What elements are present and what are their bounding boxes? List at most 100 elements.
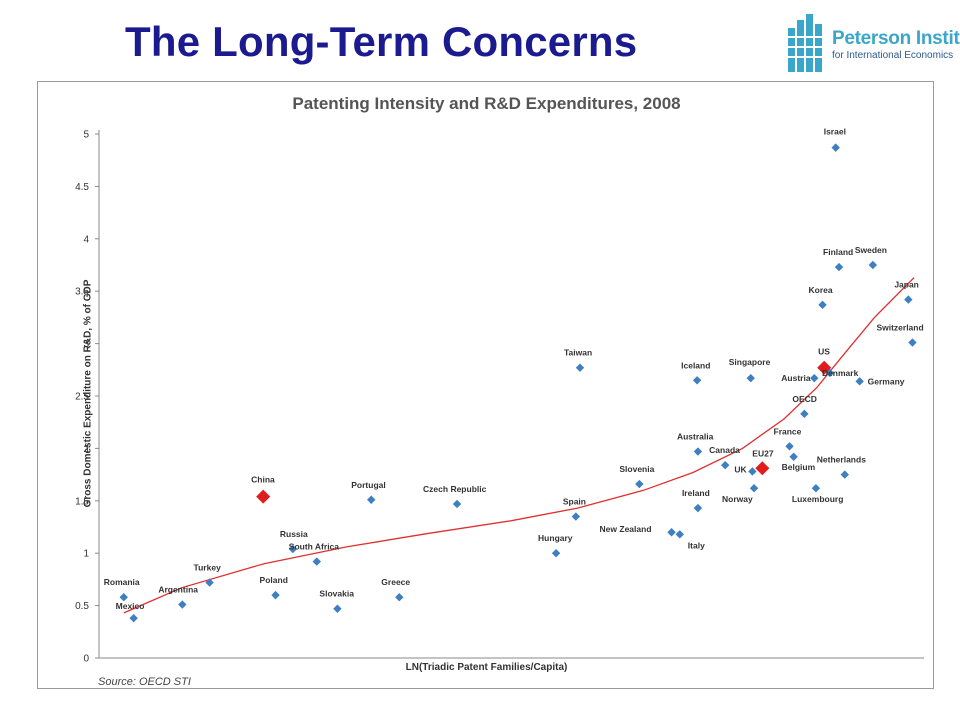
point-label-russia: Russia — [280, 529, 308, 539]
point-label-us: US — [818, 347, 830, 357]
point-label-new-zealand: New Zealand — [600, 524, 652, 534]
data-point-slovenia — [635, 479, 644, 489]
data-point-hungary — [551, 549, 561, 558]
point-label-turkey: Turkey — [194, 563, 222, 573]
point-label-portugal: Portugal — [351, 480, 385, 490]
logo-bars-icon — [788, 14, 822, 72]
scatter-plot: 0 0.5 1 1.5 2 2.5 3 3.5 4 4.5 5 Israel Finland Sweden… — [75, 127, 924, 665]
data-point-switzerland — [908, 338, 917, 347]
point-label-korea: Korea — [809, 285, 833, 295]
data-point-mexico — [129, 613, 138, 623]
point-label-luxembourg: Luxembourg — [792, 494, 843, 504]
logo-name: Peterson Institute — [832, 28, 960, 49]
x-axis-label: LN(Triadic Patent Families/Capita) — [405, 662, 568, 673]
data-point-argentina — [178, 600, 187, 609]
data-point-iceland — [692, 376, 702, 385]
data-point-italy — [675, 530, 684, 539]
data-point-australia — [693, 447, 703, 456]
point-label-finland: Finland — [823, 247, 853, 257]
data-point-singapore — [746, 373, 755, 383]
point-label-argentina: Argentina — [158, 585, 198, 595]
data-point-france — [785, 442, 794, 451]
point-label-uk: UK — [734, 464, 747, 474]
y-tick-label: 0 — [83, 654, 89, 665]
point-label-mexico: Mexico — [116, 601, 145, 611]
data-point-netherlands — [840, 470, 849, 479]
point-label-belgium: Belgium — [782, 462, 816, 472]
point-label-spain: Spain — [563, 497, 586, 507]
y-tick-label: 1 — [83, 549, 89, 560]
data-point-slovakia — [333, 604, 342, 613]
point-label-denmark: Denmark — [822, 368, 859, 378]
point-label-china: China — [251, 475, 275, 485]
point-label-greece: Greece — [381, 577, 410, 587]
data-point-oecd — [800, 409, 809, 419]
point-label-sweden: Sweden — [855, 245, 887, 255]
point-label-germany: Germany — [868, 376, 905, 386]
data-point-china — [256, 489, 271, 504]
peterson-institute-logo: Peterson Institute for International Eco… — [788, 14, 960, 74]
data-point-germany — [855, 377, 864, 386]
point-label-ireland: Ireland — [682, 488, 710, 498]
point-label-australia: Australia — [677, 432, 714, 442]
source-note: Source: OECD STI — [98, 676, 191, 688]
point-label-japan: Japan — [894, 280, 919, 290]
chart-frame: Patenting Intensity and R&D Expenditures… — [37, 81, 934, 689]
data-point-turkey — [205, 578, 214, 587]
data-point-taiwan — [575, 363, 585, 372]
data-point-uk — [748, 467, 757, 476]
point-label-netherlands: Netherlands — [817, 455, 866, 465]
y-tick-label: 2 — [83, 444, 89, 455]
data-point-canada — [720, 460, 730, 470]
point-label-singapore: Singapore — [729, 357, 771, 367]
data-point-ireland — [693, 503, 703, 513]
point-label-iceland: Iceland — [681, 360, 710, 370]
data-point-austria — [810, 373, 819, 383]
y-tick-label: 3.5 — [75, 287, 89, 298]
y-tick-label: 4 — [83, 234, 89, 245]
point-label-romania: Romania — [104, 577, 140, 587]
data-point-japan — [904, 295, 913, 304]
point-label-canada: Canada — [709, 445, 740, 455]
y-tick-label: 0.5 — [75, 601, 89, 612]
data-point-poland — [271, 590, 280, 600]
chart-title: Patenting Intensity and R&D Expenditures… — [292, 94, 681, 113]
data-point-new-zealand — [667, 528, 676, 537]
data-point-portugal — [367, 495, 376, 504]
data-point-sweden — [868, 260, 878, 270]
logo-subtitle: for International Economics — [832, 50, 954, 61]
data-point-korea — [818, 300, 827, 310]
slide-title: The Long-Term Concerns — [125, 18, 638, 65]
data-point-israel — [831, 143, 840, 152]
y-tick-label: 1.5 — [75, 496, 89, 507]
data-point-south-africa — [312, 557, 321, 566]
data-point-greece — [395, 593, 404, 602]
point-label-israel: Israel — [824, 127, 846, 137]
point-label-oecd: OECD — [792, 394, 817, 404]
y-tick-label: 4.5 — [75, 182, 89, 193]
data-point-denmark — [825, 368, 835, 378]
point-label-slovenia: Slovenia — [619, 464, 654, 474]
point-label-austria: Austria — [781, 373, 811, 383]
point-label-italy: Italy — [688, 540, 705, 550]
data-point-luxembourg — [811, 484, 821, 493]
data-point-belgium — [789, 452, 798, 461]
trend-line — [123, 277, 915, 614]
data-point-romania — [119, 593, 128, 602]
point-label-eu27: EU27 — [752, 448, 774, 458]
point-label-slovakia: Slovakia — [319, 589, 354, 599]
point-label-poland: Poland — [260, 575, 288, 585]
point-label-south-africa: South Africa — [289, 542, 339, 552]
point-label-czech-republic: Czech Republic — [423, 484, 487, 494]
y-tick-label: 3 — [83, 339, 89, 350]
y-tick-label: 2.5 — [75, 392, 89, 403]
y-tick-label: 5 — [83, 130, 89, 141]
point-label-norway: Norway — [722, 494, 753, 504]
point-label-taiwan: Taiwan — [564, 348, 592, 358]
data-point-czech-republic — [452, 499, 462, 509]
point-label-france: France — [774, 426, 802, 436]
point-label-hungary: Hungary — [538, 533, 573, 543]
data-point-eu27 — [755, 461, 770, 476]
data-point-finland — [834, 262, 844, 272]
data-point-spain — [571, 512, 581, 521]
